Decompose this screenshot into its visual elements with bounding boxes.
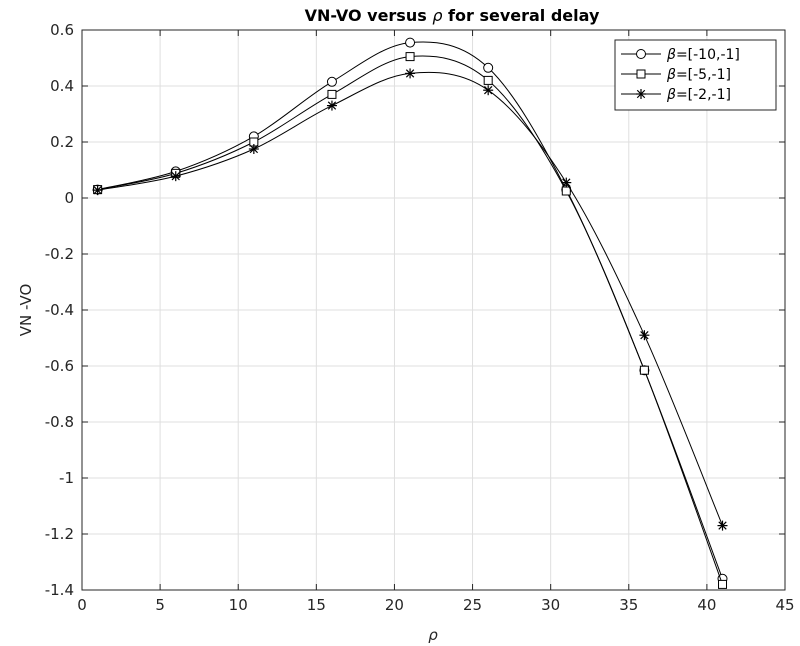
data-point [327,89,337,99]
data-point [326,76,337,87]
data-point [561,186,571,196]
x-tick-label: 45 [775,596,794,614]
x-axis-label: ρ [428,626,438,644]
x-tick-label: 0 [77,596,87,614]
y-tick-label: -0.2 [45,245,74,263]
data-point [248,144,259,154]
chart-title: VN-VO versus ρ for several delay [305,6,600,25]
x-tick-label: 30 [541,596,560,614]
x-tick-label: 10 [229,596,248,614]
series-3 [92,68,728,531]
asterisk-stroke [636,89,646,99]
y-tick-label: 0.4 [50,77,74,95]
axes: 0 5 10 15 20 25 30 35 40 45 -1.4 -1.2 -1 -0.8 -0.6 -0.4… [45,21,795,614]
legend-label: β=[-2,-1] [666,87,731,103]
legend-range: =[-10,-1] [676,47,740,63]
y-axis-label: VN -VO [17,284,35,337]
data-point [170,171,181,182]
asterisk-stroke [718,521,727,530]
data-point [718,579,728,589]
grid [81,29,786,591]
data-point [405,37,416,48]
legend-item: β=[-10,-1] [621,47,740,63]
data-point [483,75,493,85]
legend-label: β=[-10,-1] [666,47,740,63]
legend-marker [636,89,646,99]
y-tick-label: -1.2 [45,525,74,543]
asterisk-stroke [405,69,415,78]
asterisk-stroke [484,86,493,95]
x-tick-label: 15 [307,596,326,614]
y-tick-label: 0.2 [50,133,74,151]
data-point [639,365,649,375]
data-point [405,52,415,62]
data-point [326,100,337,111]
legend-item: β=[-2,-1] [621,87,731,103]
y-tick-label: 0.6 [50,21,74,39]
data-point [639,330,650,341]
legend-range: =[-5,-1] [676,67,731,83]
x-tick-label: 20 [385,596,404,614]
legend-symbol: β [666,67,676,83]
y-tick-label: -1.4 [45,581,74,599]
x-tick-label: 5 [155,596,165,614]
asterisk-stroke [327,101,337,110]
legend-marker [636,69,646,79]
legend-item: β=[-5,-1] [621,67,731,83]
legend-symbol: β [666,87,676,103]
data-point [717,520,728,531]
x-tick-label: 35 [619,596,638,614]
y-tick-label: -0.6 [45,357,74,375]
asterisk-stroke [171,171,180,181]
data-point [483,62,494,73]
legend-label: β=[-5,-1] [666,67,731,83]
asterisk-stroke [249,144,259,154]
y-tick-label: -1 [59,469,74,487]
asterisk-stroke [93,185,102,195]
y-tick-label: -0.8 [45,413,74,431]
series-layer [92,37,728,589]
legend: β=[-10,-1]β=[-5,-1]β=[-2,-1] [614,39,777,111]
legend-symbol: β [666,47,676,63]
asterisk-stroke [640,331,649,340]
y-tick-label: 0 [64,189,74,207]
data-point [405,68,416,79]
data-point [561,177,572,188]
asterisk-stroke [562,178,571,187]
legend-marker [636,49,646,59]
legend-range: =[-2,-1] [676,87,731,103]
y-tick-label: -0.4 [45,301,74,319]
x-tick-label: 40 [697,596,716,614]
data-point [483,85,494,96]
data-point [92,185,103,196]
x-tick-label: 25 [463,596,482,614]
